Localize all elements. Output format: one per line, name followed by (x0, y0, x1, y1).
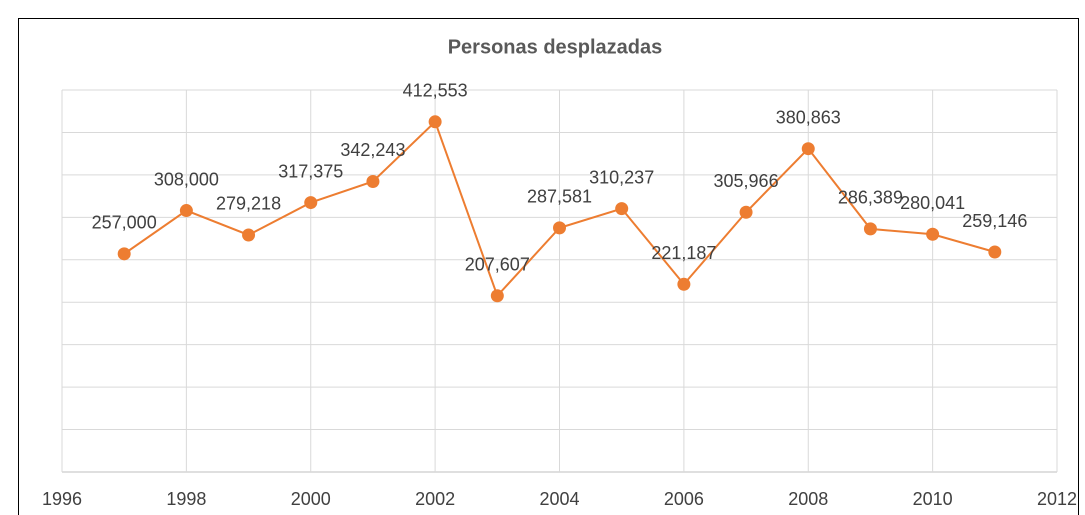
marker (304, 196, 318, 210)
x-tick-label: 2010 (913, 489, 953, 509)
data-label: 286,389 (838, 188, 903, 208)
data-label: 412,553 (403, 81, 468, 101)
data-label: 259,146 (962, 211, 1027, 231)
marker (428, 115, 442, 129)
x-tick-label: 1996 (42, 489, 82, 509)
marker (926, 227, 940, 241)
marker (490, 289, 504, 303)
x-tick-label: 2006 (664, 489, 704, 509)
data-label: 342,243 (340, 140, 405, 160)
data-label: 380,863 (776, 107, 841, 127)
data-label: 317,375 (278, 161, 343, 181)
x-tick-label: 2002 (415, 489, 455, 509)
x-tick-label: 2012 (1037, 489, 1077, 509)
x-tick-label: 2000 (291, 489, 331, 509)
marker (615, 202, 629, 216)
marker (863, 222, 877, 236)
x-tick-label: 2004 (539, 489, 579, 509)
data-label: 308,000 (154, 169, 219, 189)
data-label: 257,000 (92, 213, 157, 233)
data-label: 310,237 (589, 167, 654, 187)
data-label: 221,187 (651, 243, 716, 263)
chart-frame (18, 18, 1079, 515)
data-label: 279,218 (216, 194, 281, 214)
x-tick-label: 2008 (788, 489, 828, 509)
marker (117, 247, 131, 261)
data-label: 287,581 (527, 187, 592, 207)
marker (179, 204, 193, 218)
marker (366, 174, 380, 188)
data-label: 207,607 (465, 255, 530, 275)
marker (242, 228, 256, 242)
x-tick-label: 1998 (166, 489, 206, 509)
marker (801, 142, 815, 156)
marker (739, 205, 753, 219)
data-label: 280,041 (900, 193, 965, 213)
marker (677, 277, 691, 291)
marker (553, 221, 566, 235)
marker (988, 245, 1002, 259)
chart-title: Personas desplazadas (448, 36, 663, 58)
data-label: 305,966 (714, 171, 779, 191)
